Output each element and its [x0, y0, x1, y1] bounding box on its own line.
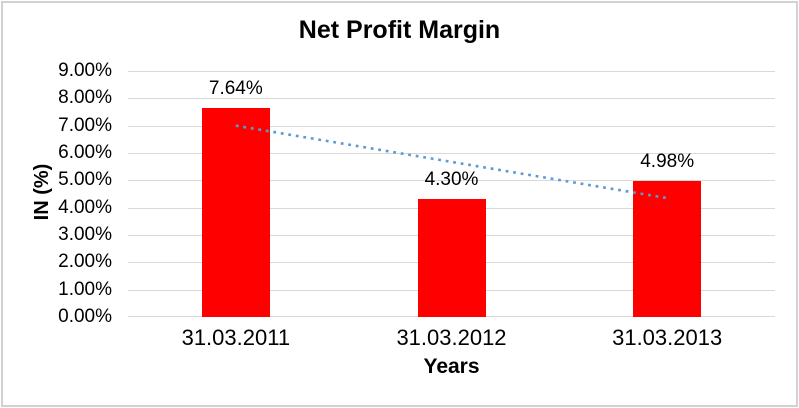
gridline — [128, 98, 775, 99]
bar-31.03.2012 — [417, 199, 486, 317]
trendline — [235, 124, 668, 200]
y-axis-tick-label: 2.00% — [58, 251, 112, 273]
y-axis-tick-label: 3.00% — [58, 224, 112, 245]
bar-data-label: 7.64% — [208, 78, 263, 100]
chart-title: Net Profit Margin — [298, 16, 501, 44]
y-axis-tick-labels: 9.00% 8.00% 7.00% 6.00% 5.00% 4.00% 3.00% 2.00%… — [0, 60, 112, 327]
y-axis-tick-label: 1.00% — [58, 278, 112, 300]
y-axis-tick-label: 9.00% — [58, 60, 112, 81]
y-axis-tick-label: 4.00% — [58, 196, 112, 218]
y-axis-tick-label: 6.00% — [58, 142, 112, 163]
bar-31.03.2013 — [633, 180, 702, 317]
gridline — [128, 153, 775, 154]
plot-area: 7.64% 4.30% 4.98% — [128, 71, 775, 317]
bars-layer: 7.64% 4.30% 4.98% — [128, 71, 775, 317]
y-axis-tick-label: 0.00% — [58, 306, 112, 327]
y-axis-tick-label: 8.00% — [58, 87, 112, 109]
y-axis-tick-label: 5.00% — [58, 169, 112, 191]
gridline — [128, 71, 775, 72]
bar-31.03.2011 — [201, 108, 270, 317]
bar-data-label: 4.98% — [640, 150, 695, 172]
x-axis-category-label: 31.03.2011 — [181, 325, 291, 350]
gridline — [128, 180, 775, 181]
x-axis-title: Years — [423, 355, 480, 378]
bar-data-label: 4.30% — [424, 169, 479, 191]
x-axis-category-labels: 31.03.2011 31.03.2012 31.03.2013 — [128, 327, 775, 351]
y-axis-tick-label: 7.00% — [58, 114, 112, 136]
trendline-line — [235, 124, 668, 200]
x-axis-category-label: 31.03.2013 — [612, 325, 723, 350]
gridline — [128, 126, 775, 127]
x-axis-category-label: 31.03.2012 — [396, 325, 507, 350]
